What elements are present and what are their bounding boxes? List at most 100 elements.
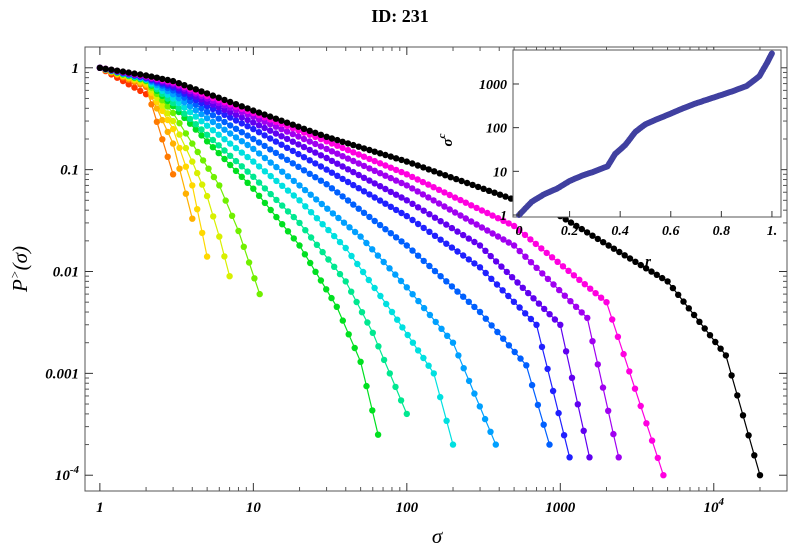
data-point [215,108,222,116]
data-point [119,68,127,75]
data-point [164,116,171,124]
data-point [344,155,352,162]
data-point [527,259,535,266]
data-point [496,191,504,198]
data-point [438,325,445,332]
data-point [348,252,355,260]
y-axis-title: P>(σ) [7,246,32,293]
data-point [468,202,475,209]
data-point [397,397,405,404]
data-point [482,315,489,322]
data-point [398,209,405,217]
data-point [209,112,217,119]
data-point [267,127,274,134]
data-point [306,170,313,177]
data-point [261,185,269,192]
data-point [426,211,433,218]
data-point [192,126,199,133]
data-point [454,288,461,295]
data-point [313,196,320,203]
data-point [203,122,211,129]
data-point [680,298,687,305]
data-point [296,242,303,249]
data-point [484,209,491,217]
data-point [471,390,478,397]
data-point [565,267,572,274]
data-point [425,181,432,188]
y-tick-label: 1 [72,61,80,77]
data-point [336,238,344,246]
data-point [319,221,326,228]
data-point [350,149,357,156]
data-point [717,345,724,352]
data-point [215,94,222,101]
data-point [289,147,296,155]
data-point [227,140,234,147]
data-point [189,215,196,222]
data-point [312,160,319,167]
data-point [240,243,247,250]
data-point [371,180,378,187]
data-point [306,146,313,154]
inset-y-tick-label: 1 [500,209,507,224]
data-point [302,227,309,234]
data-point [567,298,574,305]
data-point [261,142,268,150]
data-point [323,154,330,162]
data-point [339,144,346,152]
data-point [199,229,206,237]
data-point [463,179,471,187]
data-point [465,256,472,263]
data-point [626,255,634,262]
data-point [255,150,263,157]
data-point [522,253,529,260]
data-point [192,121,199,128]
data-point [430,184,437,191]
data-point [460,365,467,372]
data-point [387,164,394,171]
data-point [175,105,182,112]
data-point [489,230,496,237]
data-point [215,131,222,138]
data-point [256,290,263,298]
main-series-group [96,64,764,479]
data-point [572,303,580,310]
tick-label-exponent: 4 [718,496,725,508]
data-point [290,192,297,199]
data-point [334,136,341,144]
data-point [376,150,384,157]
y-axis-title-p: P [8,279,32,293]
data-point [350,181,357,189]
data-point [181,104,188,111]
data-point [431,267,439,275]
data-point [250,173,257,180]
data-point [610,430,617,438]
data-point [533,321,540,328]
data-point [232,157,240,165]
data-point [221,118,228,126]
tick-label-base: 10 [55,468,71,484]
data-point [431,168,438,175]
data-point [328,148,336,155]
data-point [159,75,166,83]
data-point [301,251,309,258]
data-point [323,145,330,153]
data-point [159,116,166,124]
data-point [192,113,199,120]
data-point [114,67,121,74]
data-point [392,383,399,391]
tick-label-base: 10 [704,500,720,516]
data-point [566,454,573,461]
data-point [360,153,368,160]
data-point [232,101,240,108]
data-point [334,172,341,179]
data-point [476,242,484,249]
data-point [576,276,583,283]
data-point [574,401,581,408]
data-point [272,130,280,137]
data-point [295,123,302,130]
data-point [244,116,251,124]
data-point [339,138,346,145]
data-point [250,107,257,114]
data-point [203,131,211,138]
